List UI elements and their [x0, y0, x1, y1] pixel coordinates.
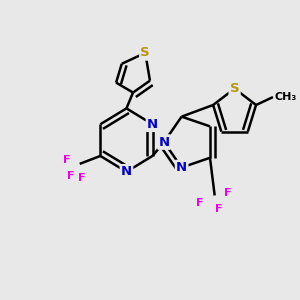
Text: S: S — [230, 82, 239, 95]
Text: CH₃: CH₃ — [275, 92, 297, 102]
Text: F: F — [67, 171, 74, 181]
Text: F: F — [224, 188, 232, 199]
Text: N: N — [121, 165, 132, 178]
Text: N: N — [147, 118, 158, 131]
Text: F: F — [196, 198, 203, 208]
Text: N: N — [176, 161, 187, 174]
Text: S: S — [140, 46, 150, 59]
Text: N: N — [158, 136, 169, 148]
Text: F: F — [215, 204, 222, 214]
Text: F: F — [78, 173, 85, 183]
Text: F: F — [63, 155, 70, 165]
